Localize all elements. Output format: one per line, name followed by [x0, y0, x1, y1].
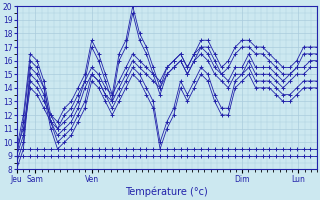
- X-axis label: Température (°c): Température (°c): [125, 187, 208, 197]
